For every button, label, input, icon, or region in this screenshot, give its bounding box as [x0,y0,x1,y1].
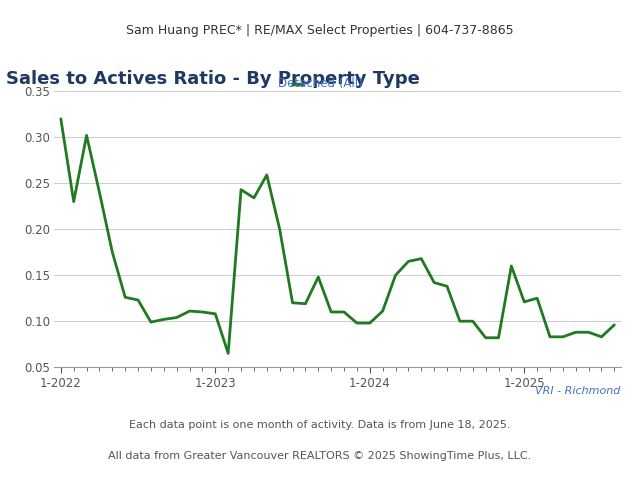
Text: All data from Greater Vancouver REALTORS © 2025 ShowingTime Plus, LLC.: All data from Greater Vancouver REALTORS… [108,451,532,461]
Text: VRI - Richmond: VRI - Richmond [536,386,621,396]
Text: Sales to Actives Ratio - By Property Type: Sales to Actives Ratio - By Property Typ… [6,70,420,88]
Text: Each data point is one month of activity. Data is from June 18, 2025.: Each data point is one month of activity… [129,420,511,430]
Text: Detached (All): Detached (All) [278,77,362,91]
Text: Sam Huang PREC* | RE/MAX Select Properties | 604-737-8865: Sam Huang PREC* | RE/MAX Select Properti… [126,24,514,37]
